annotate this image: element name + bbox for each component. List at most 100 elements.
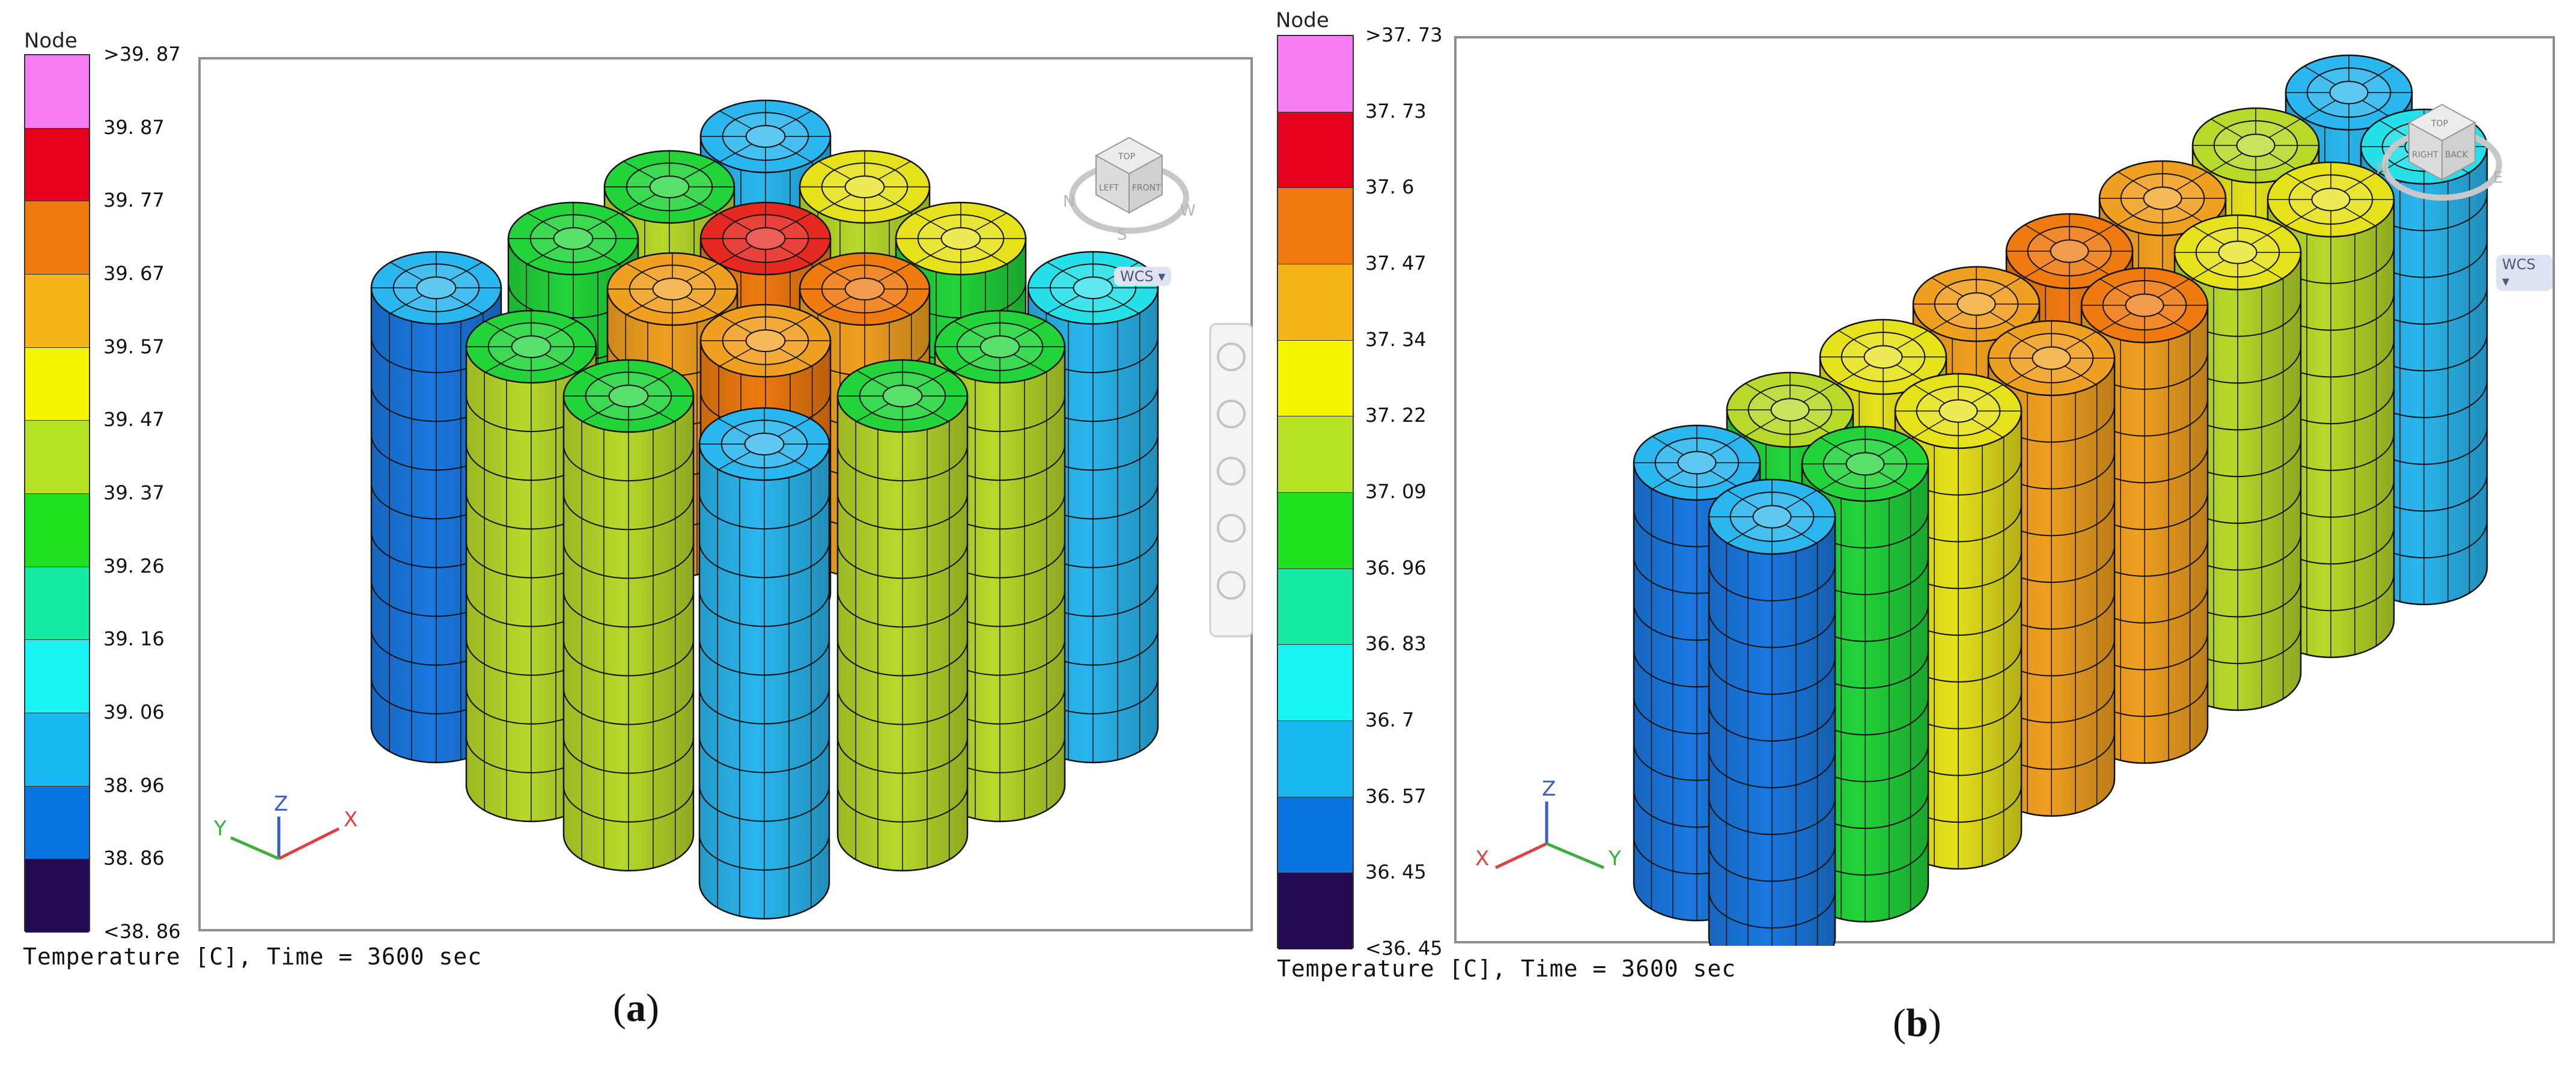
legend-tick-label: 39. 06 — [103, 701, 165, 723]
top-core — [1073, 276, 1113, 299]
top-spoke — [2268, 118, 2301, 138]
navigation-bar[interactable] — [1209, 323, 1253, 638]
compass-label: W — [1180, 202, 1196, 220]
compass-label: E — [2493, 169, 2503, 187]
view-cube-left-label: LEFT — [1099, 183, 1119, 193]
top-spoke — [1047, 295, 1080, 314]
compass-label: N — [2376, 160, 2387, 178]
top-spoke — [2157, 312, 2190, 332]
cylinder-14 — [562, 359, 695, 872]
top-spoke — [683, 160, 716, 180]
view-cube-right[interactable] — [1128, 154, 1163, 214]
wcs-dropdown[interactable]: WCS ▾ — [2496, 255, 2553, 291]
view-cube-right[interactable] — [2441, 121, 2476, 181]
top-spoke — [623, 194, 656, 213]
top-spoke — [1785, 490, 1817, 510]
caption: Temperature [C], Time = 3600 sec — [23, 943, 483, 970]
front-row-cylinder-8 — [1708, 478, 1836, 946]
top-spoke — [878, 263, 911, 282]
top-spoke — [1820, 471, 1853, 491]
top-spoke — [2250, 225, 2283, 245]
y-axis-label: Y — [1608, 847, 1621, 871]
compass-label: N — [1063, 193, 1074, 211]
top-spoke — [686, 296, 719, 315]
wcs-dropdown[interactable]: WCS ▾ — [1114, 267, 1172, 286]
top-spoke — [1710, 436, 1742, 455]
x-axis-label: X — [344, 808, 358, 832]
z-axis-label: Z — [274, 792, 288, 816]
top-spoke — [719, 246, 752, 265]
legend-swatch — [25, 275, 89, 348]
top-core — [1845, 452, 1885, 476]
top-spoke — [2006, 331, 2039, 351]
legend-swatch — [25, 859, 89, 933]
top-spoke — [719, 144, 752, 163]
wcs-label: WCS — [1120, 268, 1154, 285]
top-spoke — [1838, 330, 1871, 350]
legend-tick-label: 39. 16 — [103, 627, 165, 651]
top-core — [2236, 133, 2276, 157]
top-spoke — [1652, 436, 1684, 455]
legend-tick-label: 37. 22 — [1365, 404, 1427, 427]
top-core — [2311, 187, 2351, 212]
legend-bar — [24, 54, 90, 933]
legend-title: Node — [24, 29, 78, 53]
showmotion-icon[interactable] — [1217, 571, 1246, 600]
legend-tick-label: >37. 73 — [1365, 23, 1443, 46]
top-spoke — [1652, 470, 1684, 490]
top-spoke — [626, 296, 659, 315]
legend-swatch — [1278, 36, 1353, 112]
legend-tick-label: 39. 47 — [103, 408, 165, 431]
top-core — [1770, 398, 1810, 422]
legend-tick-label: 38. 86 — [103, 847, 165, 870]
viewport-3d[interactable]: TOP LEFT FRONT N W S Z X Y WCS ▾ — [198, 57, 1253, 931]
top-spoke — [2099, 278, 2132, 298]
legend-swatch — [25, 421, 89, 494]
top-core — [2050, 239, 2089, 263]
top-spoke — [1896, 330, 1928, 350]
top-spoke — [916, 370, 949, 389]
legend-swatch — [25, 201, 89, 275]
top-spoke — [818, 160, 851, 180]
top-spoke — [779, 314, 812, 333]
zoom-extents-icon[interactable] — [1217, 457, 1246, 486]
top-spoke — [623, 160, 656, 180]
top-spoke — [779, 110, 812, 129]
top-core — [608, 385, 649, 407]
top-spoke — [1971, 384, 2003, 404]
top-spoke — [2099, 312, 2132, 332]
top-core — [1863, 345, 1903, 369]
legend-swatch — [25, 713, 89, 787]
cylinder-16 — [698, 407, 830, 920]
viewport-3d[interactable]: TOP RIGHT BACK N E Z X Y WCS ▾ — [1454, 36, 2555, 946]
top-spoke — [915, 212, 948, 231]
legend-swatch — [1278, 568, 1353, 645]
top-spoke — [1727, 524, 1759, 544]
legend-bar — [1277, 35, 1354, 949]
top-spoke — [1820, 437, 1853, 457]
steering-wheel-icon[interactable] — [1217, 343, 1246, 371]
top-spoke — [2175, 171, 2208, 191]
orbit-icon[interactable] — [1217, 514, 1246, 543]
pan-hand-icon[interactable] — [1217, 400, 1246, 428]
top-spoke — [626, 263, 659, 282]
view-cube[interactable]: TOP LEFT FRONT N W S — [1063, 136, 1196, 244]
top-spoke — [527, 246, 560, 265]
panel-a: Node >39. 87 39. 87 39. 77 39. 67 39. 57 39. … — [0, 0, 1268, 1069]
legend-tick-label: <36. 45 — [1365, 937, 1443, 960]
top-spoke — [2343, 207, 2376, 227]
top-spoke — [2286, 172, 2318, 192]
top-core — [745, 125, 786, 148]
legend-tick-label: 36. 45 — [1365, 860, 1427, 884]
legend-swatch — [1278, 645, 1353, 721]
top-spoke — [683, 194, 716, 213]
legend-swatch — [1278, 416, 1353, 493]
y-axis-line — [1546, 842, 1604, 870]
legend-tick-label: <38. 86 — [103, 920, 181, 943]
top-spoke — [1727, 490, 1759, 510]
legend-swatch — [1278, 340, 1353, 417]
view-cube[interactable]: TOP RIGHT BACK N E — [2376, 103, 2503, 201]
top-spoke — [1989, 277, 2021, 297]
top-core — [553, 227, 594, 250]
top-spoke — [449, 261, 483, 281]
